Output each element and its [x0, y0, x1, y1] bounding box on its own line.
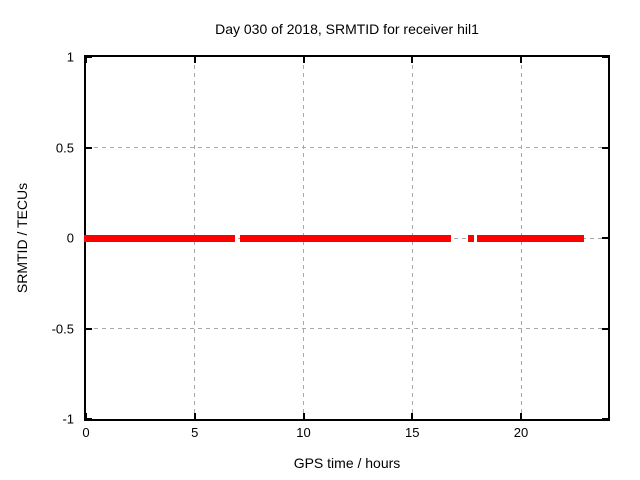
y-tick-label: -0.5	[51, 321, 74, 336]
x-tick-label: 0	[82, 425, 90, 440]
x-tick	[193, 413, 196, 419]
x-tick	[302, 413, 305, 419]
data-segment	[84, 234, 236, 242]
y-tick-label: -1	[62, 411, 74, 427]
y-tick-label: 0	[66, 230, 74, 246]
x-tick-label: 10	[296, 425, 311, 440]
chart-title: Day 030 of 2018, SRMTID for receiver hil…	[215, 21, 479, 37]
y-tick	[86, 146, 92, 149]
data-segment	[467, 234, 475, 242]
y-tick-label: 0.5	[55, 140, 74, 155]
data-segment	[239, 234, 452, 242]
x-tick	[85, 413, 87, 419]
x-axis-label: GPS time / hours	[293, 455, 401, 471]
x-tick-label: 15	[405, 425, 420, 440]
x-tick	[520, 413, 522, 419]
plot-area: 0 5 10 15 20 -1 -0.5 0 0.5 1	[52, 51, 610, 439]
x-tick-mirror	[193, 57, 196, 63]
y-tick	[86, 56, 92, 58]
y-tick-mirror	[602, 146, 608, 149]
y-tick-mirror	[602, 237, 608, 239]
y-tick-mirror	[602, 56, 608, 58]
y-tick-mirror	[602, 327, 608, 330]
x-tick-mirror	[520, 57, 522, 63]
y-gridline	[86, 328, 608, 329]
x-tick-mirror	[302, 57, 305, 63]
x-tick-mirror	[411, 57, 414, 63]
y-gridline	[86, 147, 608, 148]
x-tick-label: 5	[191, 425, 199, 440]
y-tick-mirror	[602, 418, 608, 420]
y-tick-label: 1	[66, 49, 74, 65]
y-tick	[86, 327, 92, 330]
x-tick-label: 20	[513, 425, 529, 440]
x-tick	[411, 413, 414, 419]
data-segment	[476, 234, 584, 242]
x-tick-mirror	[85, 57, 87, 63]
y-tick	[86, 418, 92, 420]
